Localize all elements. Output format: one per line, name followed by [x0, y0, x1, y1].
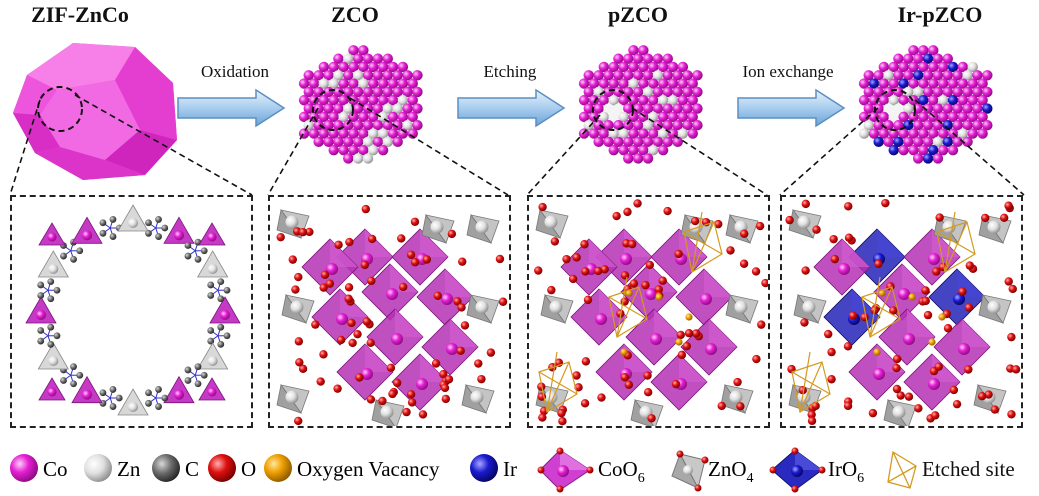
- arrow-label-ion-exchange: Ion exchange: [742, 62, 834, 81]
- legend-o: O: [208, 454, 256, 482]
- svg-text:ZnO4: ZnO4: [708, 457, 754, 486]
- arrow-oxidation: [177, 88, 286, 128]
- svg-text:C: C: [185, 457, 199, 481]
- legend-co: Co: [10, 454, 68, 482]
- svg-text:Etched site: Etched site: [922, 457, 1015, 481]
- svg-text:IrO6: IrO6: [828, 457, 864, 486]
- zco-particle: [298, 45, 423, 164]
- svg-text:Co: Co: [43, 457, 68, 481]
- zoom-connectors: [9, 94, 1025, 196]
- legend-ir: Ir: [470, 454, 517, 482]
- svg-text:CoO6: CoO6: [598, 457, 645, 486]
- zif-structure-panel: [10, 195, 253, 428]
- irpzco-particle: [858, 45, 993, 164]
- legend: Co Zn C O Oxygen Vacancy Ir CoO6 ZnO4: [10, 447, 1015, 493]
- arrow-etching: [457, 88, 566, 128]
- legend-zno4: ZnO4: [671, 450, 754, 492]
- pzco-particle: [578, 45, 703, 164]
- legend-c: C: [152, 454, 199, 482]
- legend-iro6: IrO6: [769, 447, 864, 493]
- arrow-label-oxidation: Oxidation: [201, 62, 269, 81]
- zco-structure-panel: [268, 195, 511, 428]
- stage-title-pzco: pZCO: [608, 2, 668, 27]
- svg-text:O: O: [241, 457, 256, 481]
- legend-zn: Zn: [84, 454, 141, 482]
- svg-text:Ir: Ir: [503, 457, 517, 481]
- arrow-label-etching: Etching: [483, 62, 537, 81]
- svg-text:Oxygen Vacancy: Oxygen Vacancy: [297, 457, 440, 481]
- arrow-ion-exchange: [737, 88, 846, 128]
- legend-etched-site: Etched site: [887, 450, 1015, 489]
- pzco-structure-panel: [527, 195, 770, 428]
- zif-polyhedron: [13, 43, 177, 180]
- irpzco-structure-panel: [780, 195, 1023, 428]
- stage-title-zco: ZCO: [331, 2, 379, 27]
- stage-title-irpzco: Ir-pZCO: [897, 2, 983, 27]
- legend-coo6: CoO6: [537, 447, 645, 493]
- stage-title-zif: ZIF-ZnCo: [31, 2, 129, 27]
- legend-oxygen-vacancy: Oxygen Vacancy: [264, 454, 440, 482]
- svg-text:Zn: Zn: [117, 457, 141, 481]
